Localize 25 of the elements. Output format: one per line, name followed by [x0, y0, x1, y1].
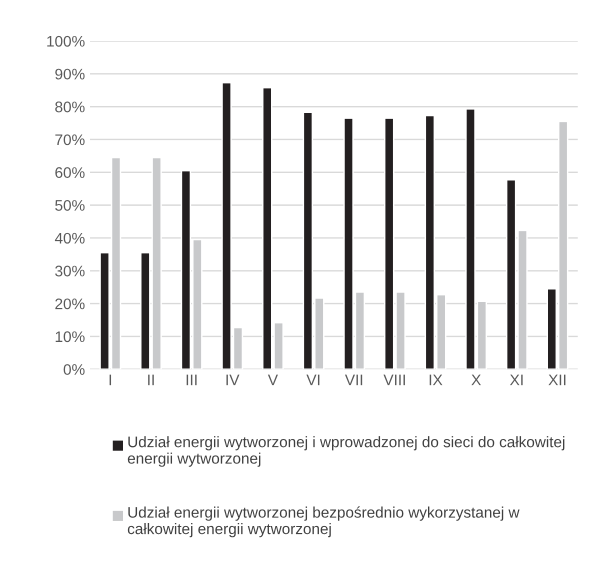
x-tick-label: III — [186, 374, 197, 386]
x-tick-label: X — [471, 374, 481, 386]
y-tick-label: 90% — [55, 68, 85, 80]
y-tick-label: 20% — [55, 298, 85, 310]
x-tick-label: V — [268, 374, 278, 386]
x-tick-label: XI — [510, 374, 523, 386]
y-tick-label: 50% — [55, 200, 85, 211]
x-tick-label: VII — [344, 374, 362, 386]
y-tick-label: 0% — [64, 364, 85, 375]
x-tick-label: VI — [306, 374, 320, 386]
y-tick-label: 60% — [55, 167, 85, 178]
x-tick-label: I — [110, 374, 112, 386]
x-tick-label: II — [148, 374, 154, 386]
x-tick-label: VIII — [383, 374, 405, 386]
x-tick-label: IV — [226, 374, 240, 386]
y-tick-label: 100% — [47, 36, 85, 47]
x-tick-label: XII — [548, 374, 566, 386]
y-tick-label: 80% — [55, 102, 85, 112]
y-tick-label: 70% — [55, 134, 85, 146]
y-tick-label: 10% — [56, 331, 85, 342]
y-tick-label: 40% — [54, 232, 85, 244]
legend-label: Udział energii wytworzonej bezpośrednio wykorzystanej w całkowitej energii wytworzonej — [128, 506, 520, 538]
x-tick-label: IX — [430, 374, 442, 386]
y-tick-label: 30% — [55, 266, 85, 276]
legend-label: Udział energii wytworzonej i wprowadzonej do sieci do całkowitej energii wytworzonej — [128, 436, 564, 467]
